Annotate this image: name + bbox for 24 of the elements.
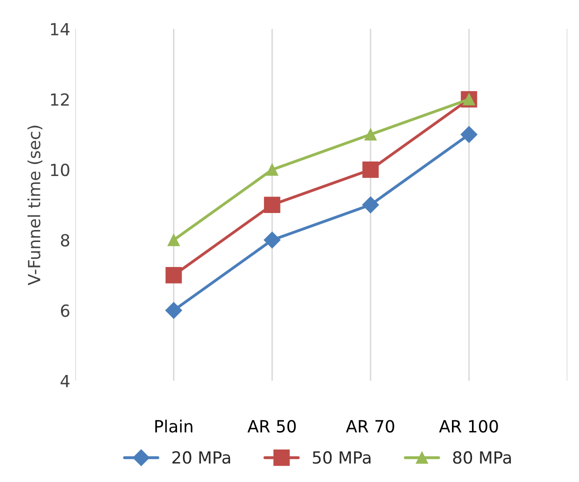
y-tick-label: 12 [51,93,69,106]
y-axis-title: V-Funnel time (sec) [28,126,42,286]
point [266,164,278,176]
point [168,234,180,246]
y-tick-label: 8 [60,234,70,247]
point [264,232,281,248]
x-tick-label: AR 70 [346,420,394,433]
point [362,162,379,178]
point [362,196,379,214]
legend-label: 80 MPa [453,451,511,464]
y-tick-label: 14 [51,23,70,36]
legend-label: 50 MPa [312,451,370,464]
point [165,302,182,319]
point [166,267,182,284]
point [460,126,478,143]
y-tick-label: 4 [60,374,70,388]
legend-label: 20 MPa [172,451,230,464]
x-tick-label: Plain [155,420,192,433]
y-tick-label: 6 [60,304,70,317]
x-tick-label: AR 100 [439,420,498,433]
y-tick-label: 10 [51,164,70,176]
x-tick-label: AR 50 [248,420,296,433]
point [264,196,280,214]
point [364,128,377,141]
